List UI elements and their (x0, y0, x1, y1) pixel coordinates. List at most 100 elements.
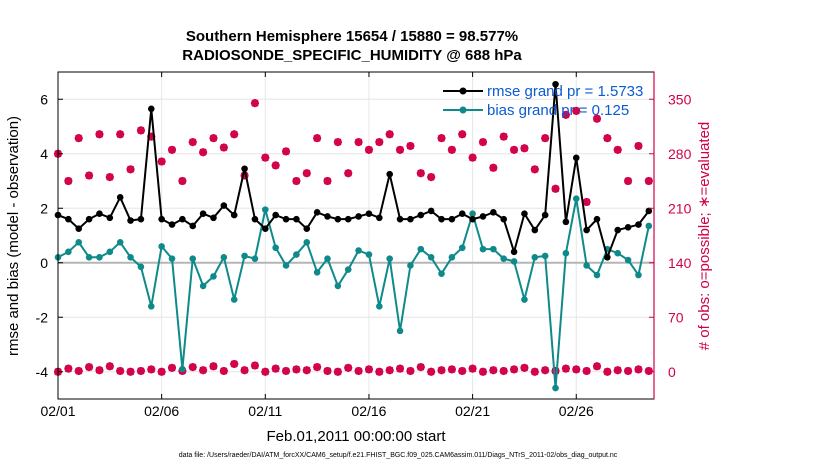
evaluated-obs-star (510, 365, 519, 374)
evaluated-obs-star (209, 362, 218, 371)
evaluated-obs-star (603, 367, 612, 376)
evaluated-obs-star (644, 366, 653, 375)
bias-data-point (427, 253, 435, 261)
bias-data-point (220, 253, 228, 261)
rmse-data-point (199, 210, 207, 217)
rmse-data-point (127, 217, 134, 224)
evaluated-obs-star (427, 367, 436, 376)
evaluated-obs-star (530, 367, 539, 376)
possible-obs-star (292, 177, 301, 185)
evaluated-obs-star (447, 365, 456, 374)
legend-bias-marker (459, 106, 467, 114)
evaluated-obs-star (489, 366, 498, 375)
rmse-data-point (168, 221, 176, 228)
bias-data-point (645, 222, 653, 230)
rmse-data-point (572, 154, 580, 162)
rmse-series-line (57, 84, 650, 261)
bias-data-point (458, 244, 466, 252)
evaluated-obs-star (85, 363, 94, 372)
rmse-data-point (179, 215, 186, 223)
possible-obs-star (240, 171, 249, 180)
evaluated-obs-star (416, 363, 425, 372)
rmse-data-point (490, 209, 497, 216)
y-right-tick-label: 210 (668, 200, 692, 216)
axes: 02/01 02/06 02/11 02/16 02/21 02/26 -4 -2 0 2 4 6 0 7… (36, 72, 692, 419)
evaluated-obs-star (582, 366, 591, 375)
evaluated-obs-star (396, 364, 405, 373)
bias-data-point (531, 253, 539, 261)
evaluated-obs-star (230, 359, 239, 368)
possible-obs-star (416, 169, 425, 178)
x-tick-label: 02/26 (559, 403, 594, 419)
possible-obs-star (168, 145, 177, 154)
possible-obs-star (178, 177, 187, 185)
evaluated-obs-star (478, 367, 487, 376)
rmse-data-point (396, 215, 404, 223)
possible-obs-star (613, 145, 622, 154)
possible-obs-star (333, 138, 342, 147)
possible-obs-star (157, 157, 166, 166)
y-right-tick-label: 0 (668, 364, 676, 380)
evaluated-obs-star (240, 366, 249, 375)
evaluated-obs-star (624, 366, 633, 375)
bias-data-point (65, 248, 72, 256)
rmse-data-point (220, 202, 228, 209)
bias-data-point (479, 245, 487, 253)
evaluated-obs-star (468, 364, 477, 373)
bias-data-point (293, 251, 300, 258)
possible-obs-star (634, 141, 643, 150)
bias-data-point (199, 282, 207, 290)
evaluated-obs-star (199, 366, 208, 375)
possible-obs-star (375, 138, 384, 147)
rmse-data-point (282, 215, 290, 223)
possible-obs-star (344, 169, 353, 178)
rmse-data-point (635, 221, 642, 228)
rmse-data-point (85, 215, 93, 223)
evaluated-obs-star (74, 366, 83, 375)
bias-series-line (57, 198, 650, 389)
bias-data-point (583, 262, 590, 269)
bias-data-point (334, 282, 342, 290)
y-right-tick-label: 140 (668, 255, 692, 271)
bias-data-point (386, 255, 393, 262)
evaluated-obs-star (364, 365, 373, 374)
evaluated-obs-star (437, 366, 446, 375)
bias-data-point (396, 327, 404, 335)
evaluated-obs-star (634, 365, 643, 374)
x-tick-label: 02/16 (351, 403, 386, 419)
bias-data-point (137, 263, 145, 271)
possible-obs-star (219, 143, 228, 152)
possible-obs-star (313, 134, 322, 143)
possible-obs-star (126, 165, 135, 174)
rmse-data-point (583, 226, 590, 234)
possible-obs-star (603, 134, 612, 143)
rmse-data-point (531, 226, 539, 234)
possible-obs-star (116, 130, 125, 139)
bias-data-point (635, 271, 642, 279)
legend: rmse grand pr = 1.5733 bias grand pr = 0… (443, 83, 643, 119)
possible-obs-star (261, 153, 270, 162)
evaluated-obs-star (499, 366, 508, 375)
rmse-data-point (334, 215, 342, 223)
bias-data-point (500, 255, 508, 262)
bias-data-point (355, 247, 362, 254)
evaluated-obs-star (592, 362, 601, 371)
possible-obs-star (188, 138, 197, 147)
possible-obs-star (541, 134, 550, 143)
evaluated-obs-star (561, 364, 570, 373)
rmse-data-point (604, 253, 611, 261)
y-right-tick-label: 70 (668, 309, 684, 325)
bias-data-point (562, 249, 570, 257)
rmse-data-point (303, 225, 311, 232)
rmse-data-point (448, 215, 456, 223)
rmse-data-point (438, 215, 445, 223)
possible-obs-star (302, 169, 311, 178)
y-tick-label: 0 (40, 255, 48, 271)
rmse-data-point (262, 225, 269, 232)
plot-frame (57, 71, 655, 400)
footnote: data file: /Users/raeder/DAI/ATM_forcXX/… (179, 452, 618, 459)
y-axis-label: rmse and bias (model - observation) (5, 116, 22, 356)
possible-obs-star (95, 130, 104, 139)
rmse-data-point (313, 209, 321, 216)
bias-data-point (210, 273, 217, 280)
